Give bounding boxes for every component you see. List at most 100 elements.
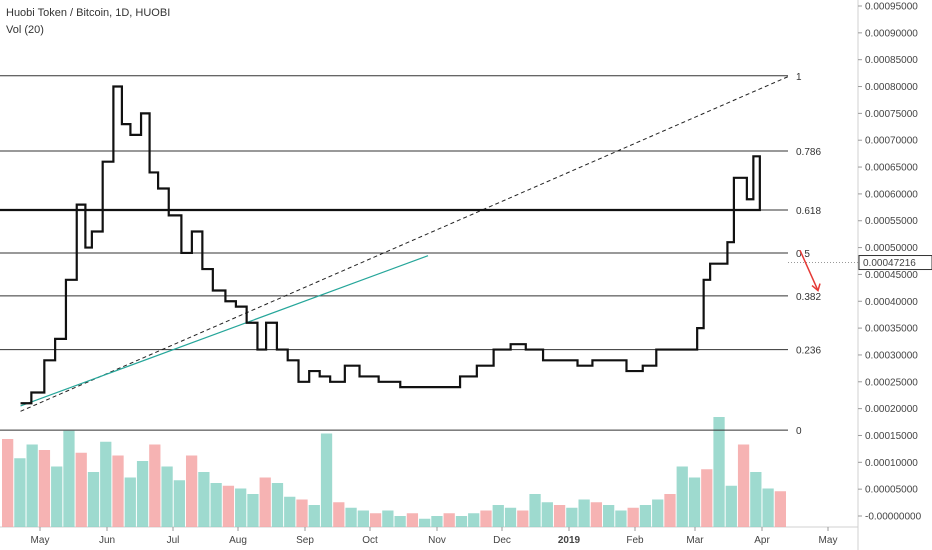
volume-bar bbox=[504, 507, 517, 527]
x-tick-label: Mar bbox=[686, 535, 704, 546]
volume-bar bbox=[210, 483, 222, 527]
fib-trend-line bbox=[20, 75, 791, 412]
x-tick-label: May bbox=[31, 535, 50, 546]
last-price-label: 0.00047216 bbox=[863, 258, 916, 269]
trend-line bbox=[20, 255, 429, 407]
volume-bar bbox=[590, 502, 603, 527]
volume-bar bbox=[382, 510, 394, 527]
volume-bar bbox=[725, 485, 737, 527]
chart-title: Huobi Token / Bitcoin, 1D, HUOBI bbox=[6, 7, 171, 19]
volume-bar bbox=[14, 458, 26, 527]
volume-bar bbox=[492, 505, 504, 527]
volume-bar bbox=[357, 510, 369, 527]
volume-bar bbox=[296, 499, 308, 527]
volume-bar bbox=[529, 494, 541, 527]
volume-bar bbox=[161, 466, 173, 527]
fib-level-label: 0.236 bbox=[796, 346, 821, 357]
volume-bar bbox=[455, 516, 468, 527]
y-tick-label: 0.00010000 bbox=[865, 458, 918, 469]
volume-bar bbox=[149, 444, 161, 527]
volume-bar bbox=[222, 485, 235, 527]
volume-bar bbox=[100, 441, 112, 527]
volume-bar bbox=[688, 477, 701, 527]
volume-bar bbox=[676, 466, 688, 527]
y-tick-label: 0.00080000 bbox=[865, 82, 918, 93]
volume-bar bbox=[247, 494, 259, 527]
volume-bar bbox=[259, 477, 271, 527]
y-tick-label: 0.00050000 bbox=[865, 243, 918, 254]
volume-bar bbox=[615, 510, 627, 527]
x-tick-label: Feb bbox=[626, 535, 644, 546]
y-tick-label: 0.00045000 bbox=[865, 270, 918, 281]
volume-bar bbox=[124, 477, 136, 527]
volume-bar bbox=[443, 513, 455, 527]
volume-bar bbox=[136, 461, 149, 527]
volume-bar bbox=[553, 505, 566, 527]
y-tick-label: 0.00065000 bbox=[865, 163, 918, 174]
volume-bar bbox=[26, 444, 38, 527]
volume-bar bbox=[394, 516, 406, 527]
volume-bar bbox=[578, 499, 590, 527]
y-tick-label: 0.00015000 bbox=[865, 431, 918, 442]
fib-level-label: 0.618 bbox=[796, 206, 821, 217]
y-tick-label: 0.00090000 bbox=[865, 28, 918, 39]
volume-bar bbox=[2, 439, 14, 527]
y-tick-label: 0.00040000 bbox=[865, 297, 918, 308]
volume-bar bbox=[333, 502, 345, 527]
volume-bar bbox=[652, 499, 664, 527]
volume-bar bbox=[627, 507, 639, 527]
volume-bar bbox=[750, 472, 762, 527]
volume-bar bbox=[369, 513, 382, 527]
y-tick-label: 0.00075000 bbox=[865, 109, 918, 120]
volume-indicator-label: Vol (20) bbox=[6, 24, 44, 36]
volume-bar bbox=[639, 505, 652, 527]
y-tick-label: 0.00005000 bbox=[865, 485, 918, 496]
y-tick-label: 0.00085000 bbox=[865, 55, 918, 66]
volume-bar bbox=[517, 510, 529, 527]
y-tick-label: 0.00030000 bbox=[865, 350, 918, 361]
x-tick-label: Apr bbox=[754, 535, 770, 546]
fib-level-label: 0.786 bbox=[796, 147, 821, 158]
volume-bar bbox=[173, 480, 185, 527]
volume-bar bbox=[664, 494, 676, 527]
projection-arrow bbox=[799, 249, 819, 291]
volume-bar bbox=[112, 455, 124, 527]
x-tick-label: Nov bbox=[428, 535, 446, 546]
y-tick-label: 0.00095000 bbox=[865, 2, 918, 13]
volume-bar bbox=[185, 455, 198, 527]
fib-level-label: 0.5 bbox=[796, 249, 810, 260]
fib-level-label: 0 bbox=[796, 426, 802, 437]
volume-bar bbox=[406, 513, 419, 527]
volume-bar bbox=[51, 466, 63, 527]
x-tick-label: Jul bbox=[167, 535, 180, 546]
volume-bar bbox=[431, 516, 443, 527]
y-tick-label: 0.00025000 bbox=[865, 377, 918, 388]
fib-level-label: 0.382 bbox=[796, 292, 821, 303]
y-tick-label: 0.00020000 bbox=[865, 404, 918, 415]
y-tick-label: 0.00060000 bbox=[865, 189, 918, 200]
volume-bar bbox=[541, 502, 553, 527]
volume-bar bbox=[38, 450, 51, 527]
volume-bar bbox=[320, 433, 333, 527]
volume-bar bbox=[713, 417, 725, 527]
y-tick-label: 0.00070000 bbox=[865, 136, 918, 147]
volume-bar bbox=[284, 496, 296, 527]
volume-bar bbox=[603, 505, 615, 527]
price-series-line bbox=[0, 85, 761, 405]
volume-bar bbox=[75, 452, 87, 527]
fib-level-label: 1 bbox=[796, 72, 802, 83]
x-tick-label: Sep bbox=[296, 535, 314, 546]
last-price-box bbox=[858, 255, 932, 271]
x-tick-label: Dec bbox=[493, 535, 511, 546]
x-tick-label: Oct bbox=[362, 535, 378, 546]
projection-arrowhead bbox=[811, 283, 821, 292]
y-tick-label: 0.00055000 bbox=[865, 216, 918, 227]
volume-bar bbox=[774, 491, 786, 527]
y-tick-label: -0.00000000 bbox=[865, 512, 922, 523]
x-tick-label: May bbox=[819, 535, 838, 546]
volume-bar bbox=[271, 483, 284, 527]
volume-bar bbox=[419, 518, 431, 527]
volume-bar bbox=[701, 469, 713, 527]
